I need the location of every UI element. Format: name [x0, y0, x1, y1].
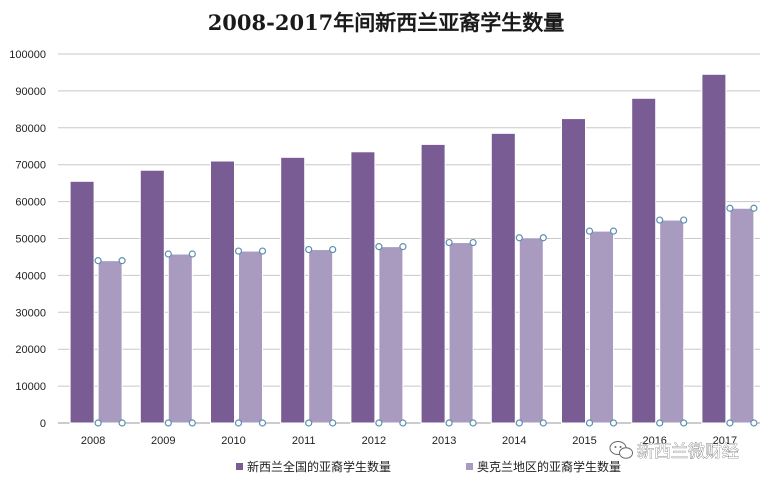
y-tick-label: 90000 — [15, 86, 46, 98]
bar-handle — [188, 419, 196, 427]
bar-handle — [94, 257, 102, 265]
x-tick-label: 2008 — [81, 435, 105, 447]
bar-handle — [329, 245, 337, 254]
bar-handle — [656, 419, 664, 427]
bar-handle — [234, 247, 243, 255]
bar-nz-2015 — [561, 118, 586, 424]
bar-handle — [680, 216, 688, 224]
bar-handle — [164, 419, 172, 427]
bar-nz-2009 — [139, 169, 165, 424]
bar-handle — [445, 419, 453, 427]
bar-handle — [585, 227, 594, 235]
bar-handle — [445, 238, 453, 247]
bars — [69, 73, 758, 427]
x-tick-label: 2009 — [151, 435, 175, 447]
bar-handle — [750, 204, 758, 212]
y-tick-label: 80000 — [15, 123, 46, 135]
x-tick-label: 2010 — [221, 435, 245, 447]
bar-auckland-2010 — [238, 250, 263, 424]
y-tick-label: 50000 — [15, 234, 46, 246]
x-tick-label: 2017 — [713, 435, 737, 447]
bar-handle — [609, 227, 618, 235]
bar-handle — [375, 419, 383, 427]
bar-handle — [609, 419, 618, 427]
watermark-text: 新西兰微财经 — [637, 442, 739, 462]
bar-handle — [585, 419, 594, 427]
x-tick-label: 2015 — [572, 435, 596, 447]
bar-handle — [258, 419, 267, 427]
y-tick-label: 20000 — [15, 344, 46, 356]
x-axis: 2008 2009 2010 2011 2012 2013 2014 2015 2016 2017 — [81, 435, 737, 447]
y-tick-label: 40000 — [15, 270, 46, 282]
bar-handle — [399, 243, 407, 251]
bar-auckland-2015 — [589, 230, 614, 424]
legend-label: 新西兰全国的亚裔学生数量 — [247, 459, 391, 474]
bar-nz-2012 — [350, 151, 376, 424]
bar-nz-2016 — [631, 97, 657, 424]
bar-nz-2013 — [420, 143, 446, 424]
chart-title: 2008-2017年间新西兰亚裔学生数量 — [208, 10, 565, 35]
bar-handle — [469, 238, 477, 247]
bar-handle — [258, 247, 267, 255]
bar-handle — [234, 419, 243, 427]
bar-nz-2010 — [210, 160, 235, 424]
bar-handle — [750, 419, 758, 427]
y-tick-label: 70000 — [15, 160, 46, 172]
bar-auckland-2014 — [518, 237, 544, 424]
bar-auckland-2016 — [659, 219, 685, 424]
bar-nz-2011 — [280, 156, 306, 424]
legend-swatch — [236, 463, 243, 470]
legend-swatch — [466, 463, 473, 470]
legend-label: 奥克兰地区的亚裔学生数量 — [477, 459, 621, 474]
x-tick-label: 2011 — [292, 435, 316, 447]
bar-handle — [656, 216, 664, 224]
bar-auckland-2011 — [308, 249, 334, 424]
y-tick-label: 100000 — [9, 49, 46, 61]
legend: 新西兰全国的亚裔学生数量 奥克兰地区的亚裔学生数量 — [236, 459, 621, 474]
bar-handle — [375, 243, 383, 251]
bar-nz-2008 — [69, 180, 95, 424]
bar-auckland-2008 — [97, 260, 123, 424]
bar-handle — [680, 419, 688, 427]
y-tick-label: 0 — [40, 418, 46, 430]
y-axis: 0 10000 20000 30000 40000 50000 60000 70000 8000… — [9, 49, 46, 430]
bar-handle — [164, 250, 172, 258]
bar-handle — [305, 419, 313, 427]
bar-nz-2014 — [490, 132, 516, 424]
bar-handle — [539, 234, 547, 242]
bar-handle — [726, 419, 734, 427]
bar-handle — [118, 257, 126, 265]
bar-auckland-2012 — [378, 246, 404, 424]
bar-handle — [305, 245, 313, 254]
bar-handle — [329, 419, 337, 427]
x-tick-label: 2013 — [432, 435, 456, 447]
bar-handle — [726, 204, 734, 212]
wechat-icon — [609, 441, 633, 459]
y-tick-label: 10000 — [15, 381, 46, 393]
y-tick-label: 30000 — [15, 307, 46, 319]
bar-auckland-2013 — [448, 242, 474, 424]
y-tick-label: 60000 — [15, 197, 46, 209]
bar-handle — [94, 419, 102, 427]
bar-handle — [515, 234, 523, 242]
bar-handle — [188, 250, 196, 258]
watermark: 新西兰微财经 — [609, 441, 739, 462]
bar-handle — [399, 419, 407, 427]
x-tick-label: 2012 — [362, 435, 386, 447]
x-tick-label: 2014 — [502, 435, 526, 447]
bar-nz-2017 — [701, 73, 727, 424]
bar-handle — [539, 419, 547, 427]
bar-handle — [469, 419, 477, 427]
bar-handle — [118, 419, 126, 427]
x-tick-label: 2016 — [642, 435, 666, 447]
bar-auckland-2009 — [167, 253, 193, 424]
bar-handle — [515, 419, 523, 427]
bar-auckland-2017 — [729, 207, 755, 424]
